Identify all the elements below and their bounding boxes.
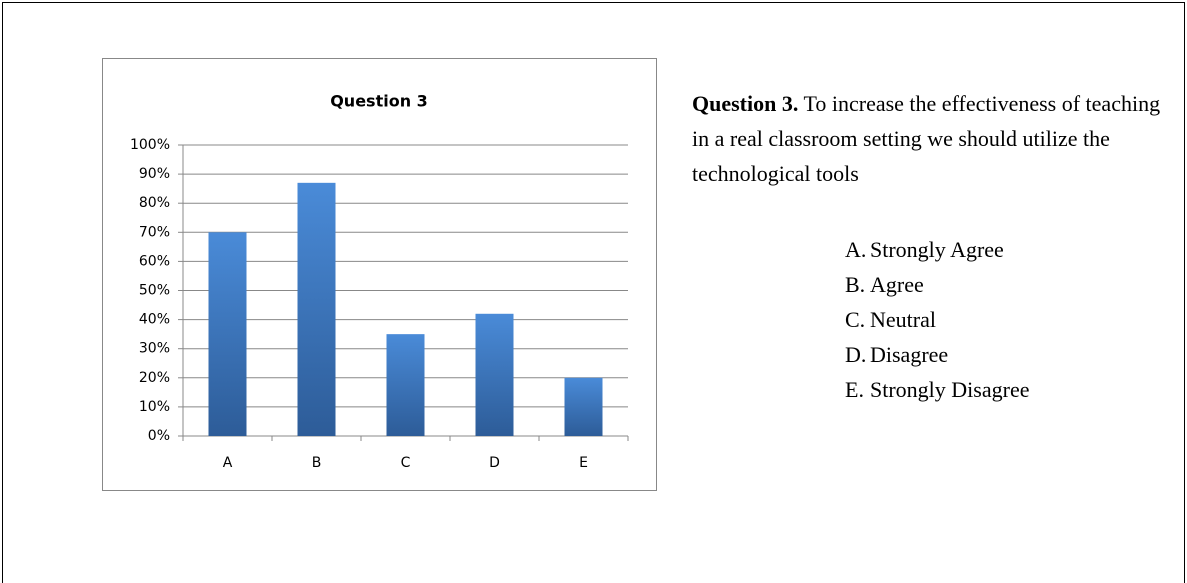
question-text: Question 3. To increase the effectivenes… bbox=[692, 86, 1182, 191]
y-tick-label: 30% bbox=[139, 341, 170, 357]
option: C. Neutral bbox=[845, 302, 1029, 337]
option-text: Strongly Agree bbox=[870, 237, 1004, 262]
bar bbox=[386, 334, 425, 436]
option: B. Agree bbox=[845, 267, 1029, 302]
option-letter: C. bbox=[845, 307, 866, 332]
x-tick-label: E bbox=[579, 455, 588, 471]
chart-border bbox=[102, 58, 657, 491]
option: E. Strongly Disagree bbox=[845, 372, 1029, 407]
y-tick-label: 10% bbox=[139, 399, 170, 415]
y-tick-label: 40% bbox=[139, 312, 170, 328]
option-letter: B. bbox=[845, 272, 866, 297]
y-tick-label: 90% bbox=[139, 166, 170, 182]
options: A. Strongly Agree B. Agree C. Neutral D. Disagr… bbox=[845, 232, 1029, 407]
option-text: Neutral bbox=[870, 307, 936, 332]
x-tick-label: D bbox=[489, 455, 500, 471]
y-tick-label: 20% bbox=[139, 370, 170, 386]
option-letter: A. bbox=[845, 237, 867, 262]
x-tick-label: C bbox=[401, 455, 411, 471]
option: D. Disagree bbox=[845, 337, 1029, 372]
y-tick-label: 70% bbox=[139, 224, 170, 240]
bar bbox=[564, 377, 603, 436]
bar bbox=[475, 313, 514, 436]
bar bbox=[297, 182, 336, 436]
option-text: Agree bbox=[870, 272, 924, 297]
question-label: Question 3. bbox=[692, 91, 799, 116]
option-text: Strongly Disagree bbox=[870, 377, 1030, 402]
chart-title: Question 3 bbox=[330, 92, 428, 111]
y-tick-label: 100% bbox=[130, 137, 170, 153]
x-tick-label: A bbox=[223, 455, 233, 471]
y-tick-label: 50% bbox=[139, 283, 170, 299]
option-letter: D. bbox=[845, 342, 867, 367]
bar bbox=[208, 232, 247, 436]
y-tick-label: 60% bbox=[139, 253, 170, 269]
option-text: Disagree bbox=[870, 342, 949, 367]
option-letter: E. bbox=[845, 377, 864, 402]
y-tick-label: 0% bbox=[148, 428, 170, 444]
option: A. Strongly Agree bbox=[845, 232, 1029, 267]
x-tick-label: B bbox=[312, 455, 322, 471]
y-tick-label: 80% bbox=[139, 195, 170, 211]
question-body: To increase the effectiveness of teachin… bbox=[692, 91, 1161, 186]
